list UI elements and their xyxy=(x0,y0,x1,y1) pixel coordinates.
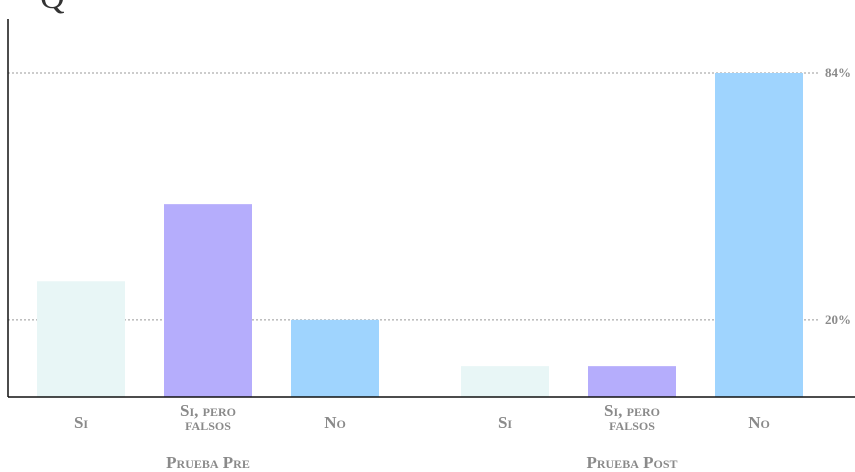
x-tick-label: No xyxy=(748,413,770,432)
y-tick-label: 20% xyxy=(825,312,851,327)
bar xyxy=(461,366,549,397)
x-tick-label: No xyxy=(324,413,346,432)
group-label: Prueba Post xyxy=(586,453,677,472)
chart-title: Q xyxy=(40,0,65,16)
x-tick-label: Si, pero falsos xyxy=(604,401,660,434)
x-tick-label: Si xyxy=(74,413,88,432)
bar xyxy=(37,281,125,397)
bar xyxy=(164,204,252,397)
group-label: Prueba Pre xyxy=(166,453,250,472)
bar xyxy=(291,319,379,397)
y-tick-label: 84% xyxy=(825,65,851,80)
x-tick-label: Si, pero falsos xyxy=(180,401,236,434)
bar xyxy=(715,73,803,397)
bar xyxy=(588,366,676,397)
x-tick-label: Si xyxy=(498,413,512,432)
